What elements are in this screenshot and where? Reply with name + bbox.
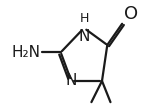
Text: H: H bbox=[79, 12, 89, 25]
Text: O: O bbox=[124, 5, 138, 23]
Text: N: N bbox=[66, 73, 77, 88]
Text: H₂N: H₂N bbox=[12, 45, 41, 60]
Text: N: N bbox=[78, 29, 90, 44]
